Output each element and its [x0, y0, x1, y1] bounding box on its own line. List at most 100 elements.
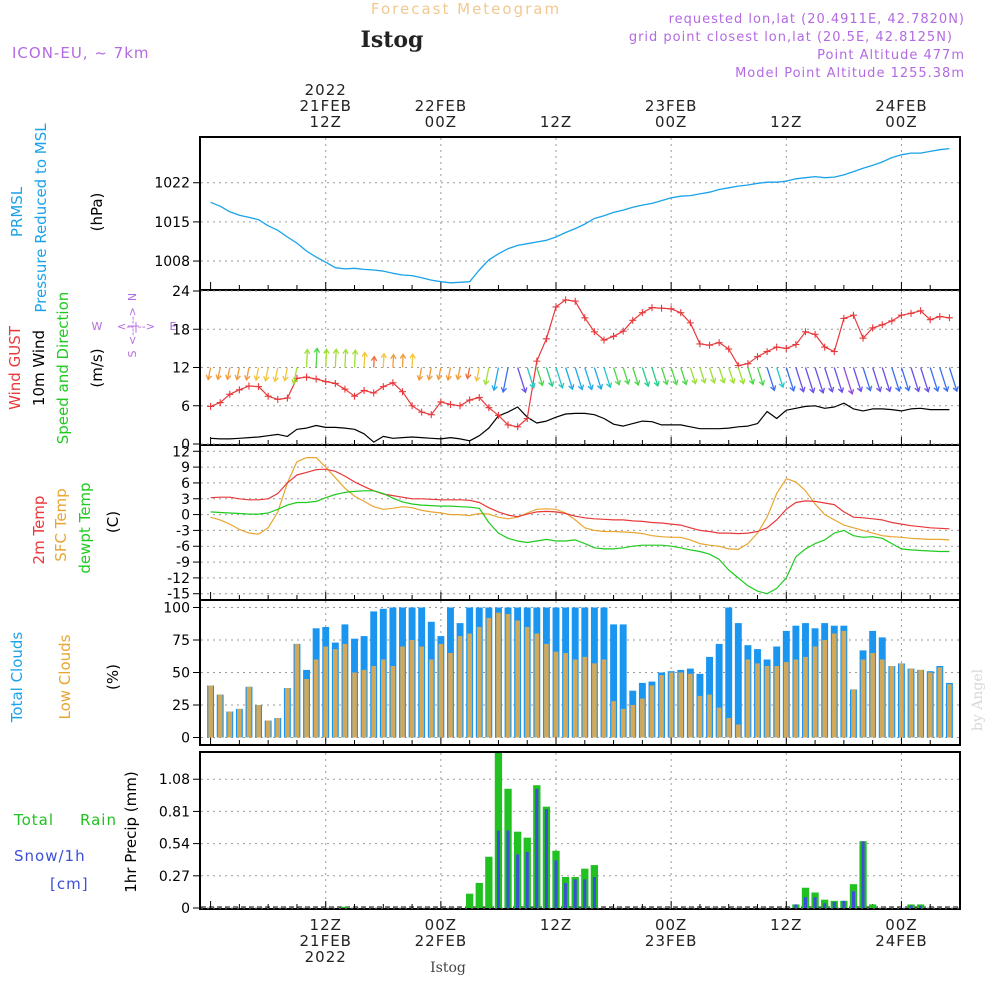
y-tick-label-wind: 18 [172, 322, 190, 338]
low-cloud-bar [822, 640, 827, 738]
wind-arrow [718, 367, 725, 384]
wind-arrow-head [710, 377, 717, 384]
pressure-label-desc: Pressure Reduced to MSL [32, 123, 50, 313]
bottom-time-label: 24FEB [875, 932, 927, 950]
wind-arrow-head [577, 384, 585, 391]
wind-arrow-head [895, 386, 902, 393]
y-tick-label-wind: 12 [172, 361, 190, 377]
wind-arrow [737, 367, 745, 384]
wind-arrow [641, 367, 649, 387]
wind-arrow-head [455, 374, 462, 381]
wind-arrow-head [866, 385, 873, 392]
gust-marker [648, 304, 656, 312]
wind-arrow [502, 367, 509, 393]
wind-arrow [284, 367, 288, 381]
gust-marker [360, 386, 368, 394]
wind-arrow [747, 367, 754, 385]
low-cloud-bar [208, 685, 213, 738]
wind-arrow [632, 367, 639, 386]
wind-arrow-head [215, 374, 222, 381]
gust-marker [494, 411, 502, 419]
snow-bar [832, 902, 836, 908]
rain-bar [341, 906, 349, 908]
wind-arrow-head [672, 379, 679, 386]
wind-arrow [334, 349, 337, 368]
wind-arrow [457, 367, 461, 380]
wind-arrow [344, 349, 347, 368]
y-tick-label-pressure: 1015 [154, 215, 190, 231]
wind-arrow [824, 367, 833, 392]
wind-arrow [948, 367, 958, 392]
gust-marker [533, 357, 541, 365]
snow-bar [919, 905, 923, 908]
gust-marker [926, 316, 934, 324]
top-time-label: 2022 [305, 81, 347, 99]
compass-v: <--|--> [126, 307, 139, 345]
wind-arrow [910, 367, 920, 392]
gust-marker [677, 309, 685, 317]
low-cloud-bar [707, 694, 712, 738]
total-cloud-bar [619, 624, 627, 738]
low-cloud-bar [745, 659, 751, 738]
low-cloud-bar [438, 643, 444, 738]
bottom-time-label: 2022 [305, 948, 347, 966]
wind-arrow [776, 367, 784, 388]
wind-compass: N W E S <--|--> <--|--> [92, 293, 177, 358]
low-cloud-bar [572, 659, 578, 738]
wind-arrow-head [272, 376, 279, 383]
y-tick-label-temp: 6 [181, 476, 190, 492]
low-cloud-bar [783, 662, 789, 738]
temp-label-dewpt: dewpt Temp [76, 482, 94, 573]
wind-arrow [584, 367, 593, 390]
gust-marker [552, 303, 560, 311]
wind-arrow [245, 367, 250, 381]
wind-arrow [475, 367, 480, 381]
pressure-label-prmsl: PRMSL [8, 186, 26, 237]
wind-arrow [418, 367, 423, 381]
wind-arrow-head [758, 380, 765, 387]
low-cloud-bar [275, 718, 281, 738]
y-tick-label-wind: 24 [172, 284, 190, 300]
gust-marker [610, 332, 618, 340]
wind-arrow [852, 367, 862, 392]
wind-arrow [651, 367, 659, 387]
gust-marker [504, 421, 512, 429]
wind-arrow-head [634, 380, 641, 387]
low-cloud-bar [285, 688, 290, 738]
wind-arrow-head [234, 374, 241, 381]
gust-marker [437, 398, 445, 406]
wind-arrow-head [924, 386, 931, 393]
wind-label-speed-dir: Speed and Direction [54, 292, 72, 445]
y-tick-label-temp: 3 [181, 492, 190, 508]
snow-bar [496, 830, 500, 908]
low-cloud-bar [304, 679, 309, 738]
wind-arrow [699, 367, 706, 384]
low-cloud-bar [812, 646, 818, 738]
snow-bar [516, 854, 520, 908]
wind-arrow [833, 367, 843, 393]
wind-arrow [437, 367, 442, 380]
wind-arrow [785, 367, 795, 392]
wind-arrow-head [952, 386, 959, 393]
gust-marker [917, 307, 925, 315]
wind-arrow [255, 367, 260, 381]
wind-arrow-head [263, 375, 270, 382]
wind-arrow-head [282, 375, 289, 382]
low-cloud-bar [390, 666, 396, 738]
low-cloud-bar [524, 627, 530, 738]
gust-marker [312, 375, 320, 383]
gust-marker [207, 402, 215, 410]
y-tick-label-wind: 6 [181, 399, 190, 415]
precip-label-cm: [cm] [50, 875, 89, 893]
gust-marker [216, 399, 224, 407]
wind-arrow-head [291, 378, 298, 386]
gust-marker [303, 373, 311, 381]
y-tick-label-temp: 12 [172, 444, 190, 460]
wind-arrow-head [904, 385, 911, 392]
gust-marker [427, 411, 435, 419]
wind-arrow [392, 354, 395, 368]
low-cloud-bar [256, 705, 261, 738]
y-tick-label-temp: 0 [181, 508, 190, 524]
pressure-label-unit: (hPa) [88, 193, 106, 232]
low-cloud-bar [476, 627, 482, 738]
